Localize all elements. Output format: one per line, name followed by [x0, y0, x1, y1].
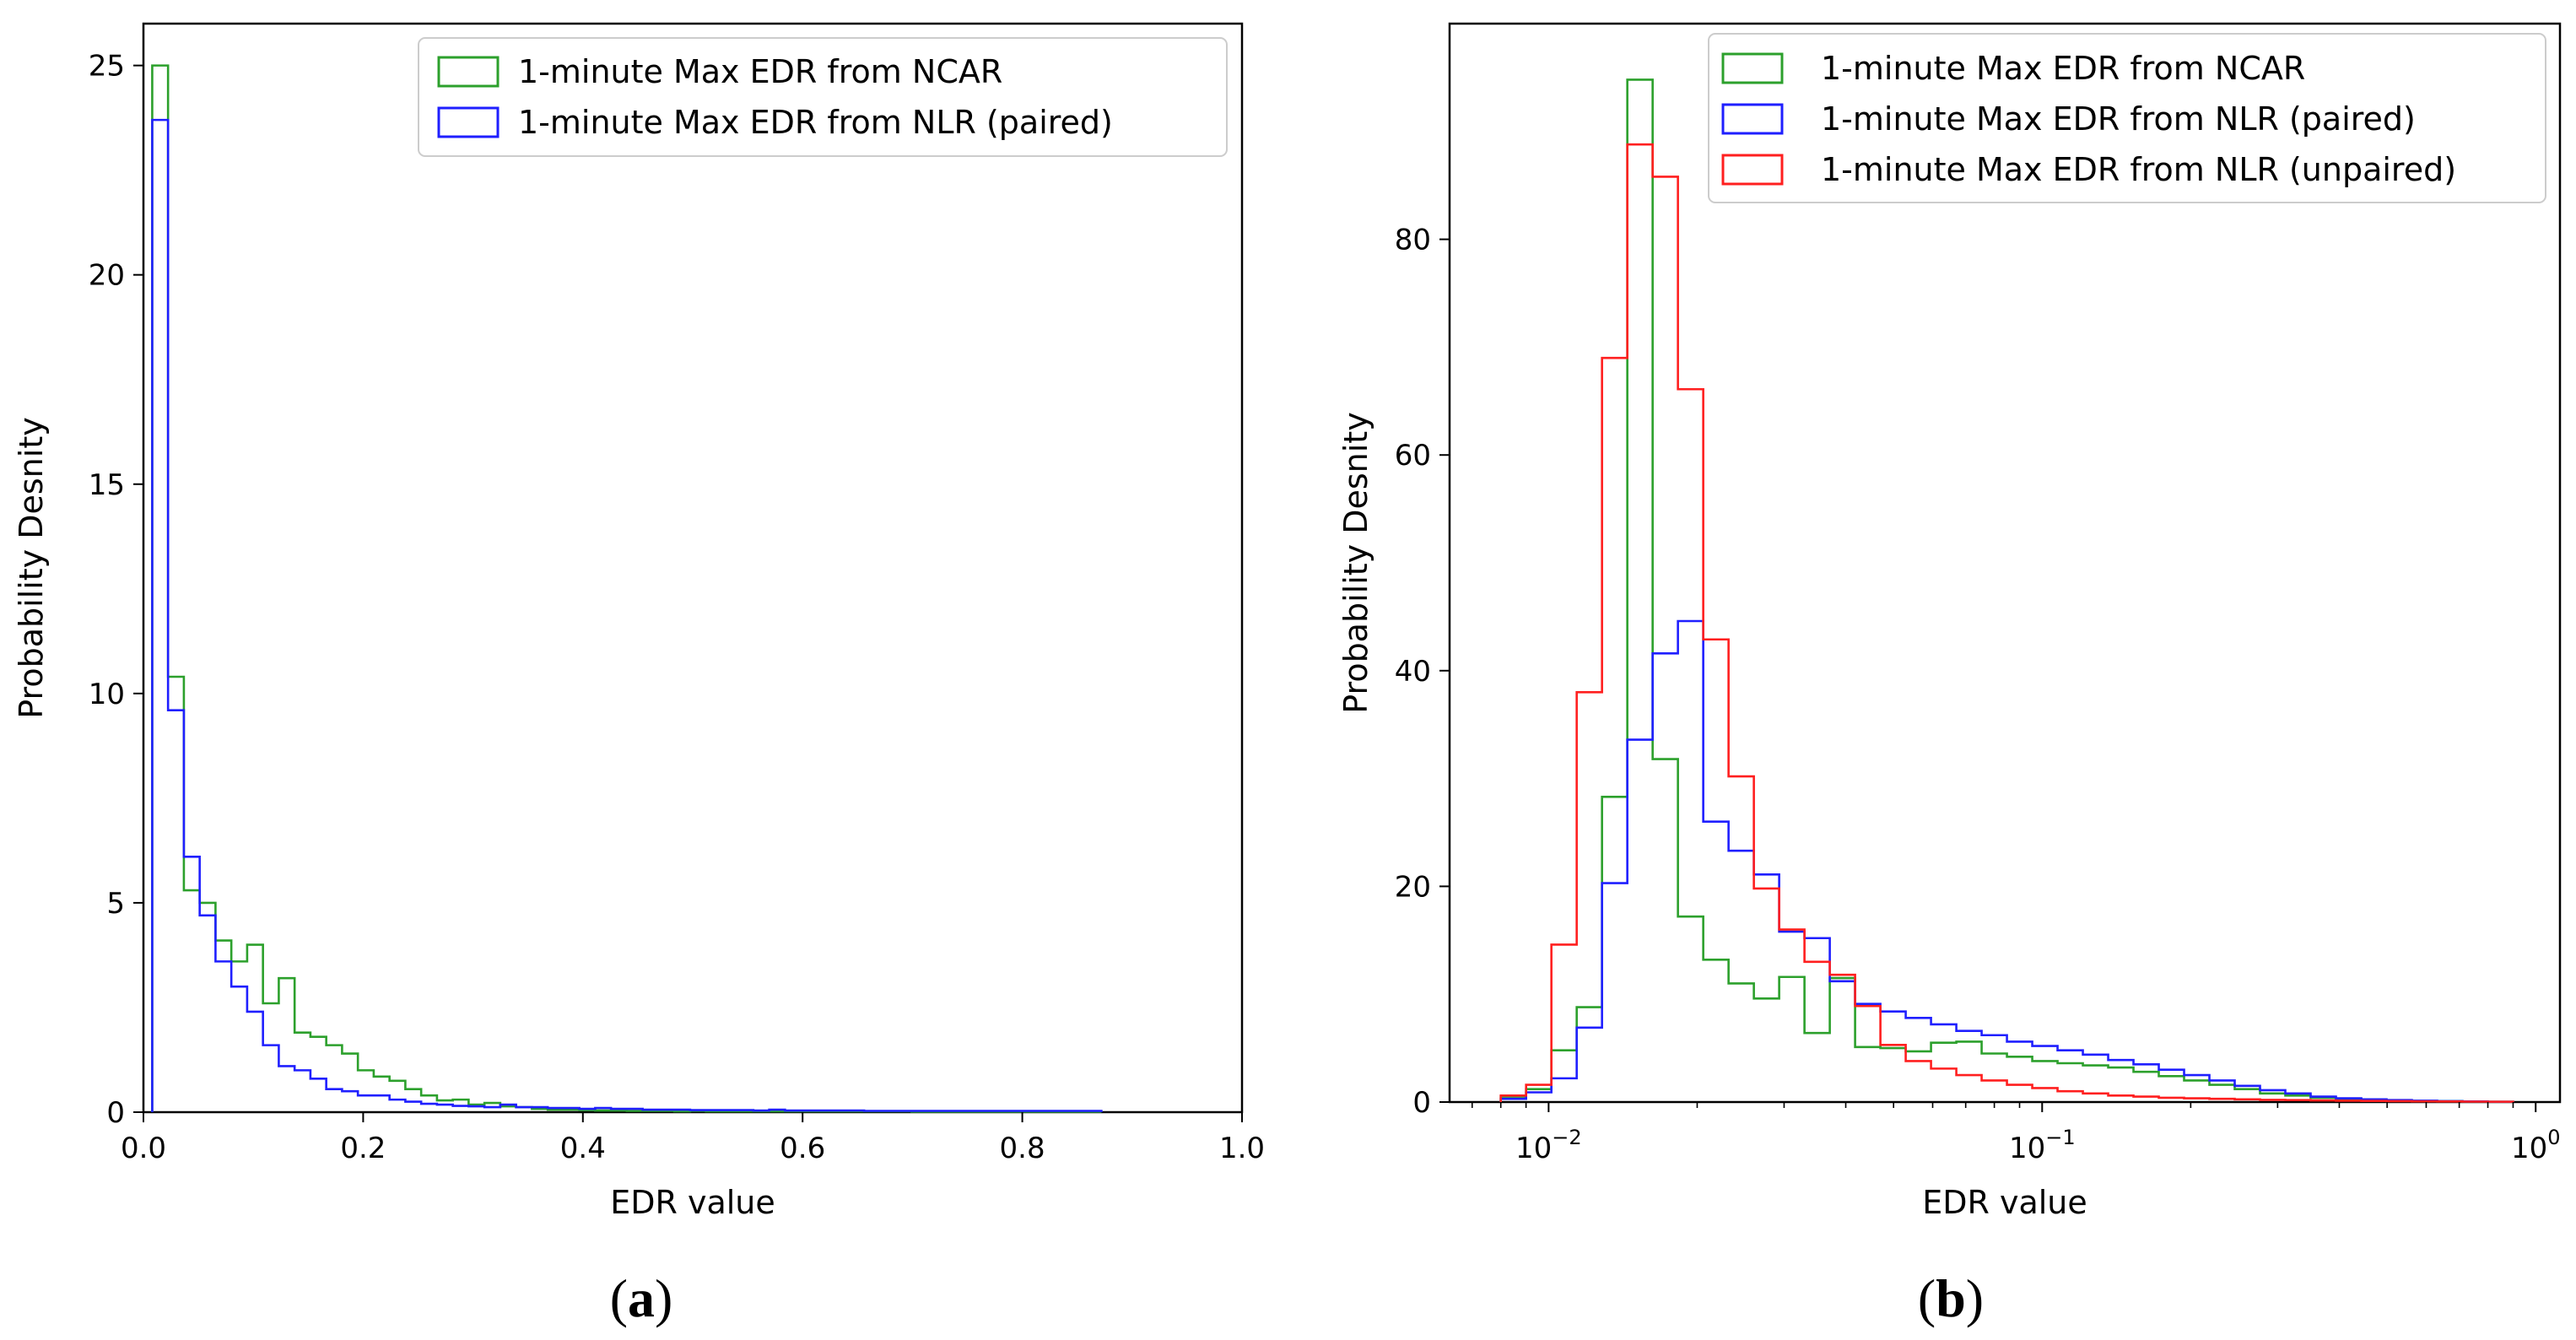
- chart-a-y-tick-label: 10: [89, 678, 125, 711]
- chart-a-x-tick-label: 0.0: [121, 1132, 166, 1165]
- chart-b-legend-label-ncar: 1-minute Max EDR from NCAR: [1821, 50, 2305, 87]
- chart-b-x-ticks: 10−2 10−1 100: [1471, 1102, 2561, 1165]
- chart-b-xlabel: EDR value: [1922, 1184, 2087, 1221]
- chart-b-y-ticks: 0 20 40 60 80: [1395, 224, 1450, 1120]
- chart-a-caption-letter: a: [628, 1268, 655, 1328]
- chart-b-legend-label-nlr-paired: 1-minute Max EDR from NLR (paired): [1821, 100, 2416, 138]
- chart-b-y-tick-label: 80: [1395, 224, 1431, 257]
- chart-a-legend-box: [418, 37, 1228, 157]
- chart-b-ylabel: Probability Desnity: [1337, 412, 1374, 713]
- chart-a-series-ncar: [151, 64, 1103, 1113]
- chart-b-legend-swatch-nlr-unpaired: [1721, 154, 1784, 186]
- chart-a-ylabel: Probability Desnity: [13, 417, 50, 718]
- chart-a-series-group: [151, 64, 1103, 1113]
- chart-b-x-tick-label: 100: [2511, 1126, 2561, 1165]
- chart-b-caption: (b): [1918, 1268, 1984, 1328]
- chart-a-x-tick-label: 0.8: [1000, 1132, 1045, 1165]
- chart-a-legend: 1-minute Max EDR from NCAR 1-minute Max …: [418, 37, 1228, 157]
- chart-b-x-tick-label: 10−2: [1515, 1126, 1582, 1165]
- chart-a-y-tick-label: 0: [106, 1096, 125, 1130]
- chart-b-legend: 1-minute Max EDR from NCAR 1-minute Max …: [1708, 33, 2546, 203]
- chart-a-x-tick-label: 0.6: [780, 1132, 825, 1165]
- chart-a-x-tick-label: 0.4: [560, 1132, 606, 1165]
- chart-a-caption: (a): [610, 1268, 673, 1328]
- chart-a-y-tick-label: 20: [89, 259, 125, 293]
- chart-a-x-ticks: 0.0 0.2 0.4 0.6 0.8 1.0: [121, 1112, 1265, 1165]
- chart-b-series-ncar: [1499, 78, 2514, 1103]
- chart-b-series-nlr-paired: [1499, 619, 2514, 1103]
- chart-a-legend-swatch-ncar: [437, 56, 500, 88]
- chart-a-plot-frame: [142, 22, 1244, 1114]
- chart-b-legend-label-nlr-unpaired: 1-minute Max EDR from NLR (unpaired): [1821, 151, 2456, 188]
- chart-b-series-group: [1499, 78, 2514, 1103]
- chart-a-xlabel: EDR value: [610, 1184, 775, 1221]
- chart-a-y-tick-label: 15: [89, 468, 125, 502]
- chart-a-y-tick-label: 25: [89, 50, 125, 84]
- chart-a-series-nlr-paired: [151, 118, 1103, 1112]
- chart-b-y-tick-label: 40: [1395, 655, 1431, 689]
- chart-b-legend-swatch-nlr-paired: [1721, 103, 1784, 135]
- chart-b-y-tick-label: 0: [1412, 1086, 1431, 1120]
- chart-a-y-tick-label: 5: [106, 887, 125, 921]
- chart-b-plot-frame: [1448, 22, 2562, 1104]
- chart-b-legend-swatch-ncar: [1721, 52, 1784, 84]
- chart-a-y-ticks: 0 5 10 15 20 25: [89, 50, 143, 1130]
- chart-b: 10−2 10−1 100 0 20 40 60 80 EDR value Probabil…: [1337, 22, 2562, 1328]
- chart-b-x-tick-label: 10−1: [2009, 1126, 2076, 1165]
- chart-b-y-tick-label: 60: [1395, 439, 1431, 473]
- chart-a-legend-label-ncar: 1-minute Max EDR from NCAR: [518, 53, 1002, 90]
- chart-a-legend-swatch-nlr-paired: [437, 106, 500, 138]
- chart-b-series-nlr-unpaired: [1499, 143, 2514, 1103]
- chart-a-x-tick-label: 0.2: [340, 1132, 386, 1165]
- chart-b-y-tick-label: 20: [1395, 870, 1431, 904]
- chart-b-legend-box: [1708, 33, 2546, 203]
- chart-a-x-tick-label: 1.0: [1219, 1132, 1265, 1165]
- chart-a-legend-label-nlr-paired: 1-minute Max EDR from NLR (paired): [518, 104, 1113, 141]
- chart-b-caption-letter: b: [1936, 1268, 1966, 1328]
